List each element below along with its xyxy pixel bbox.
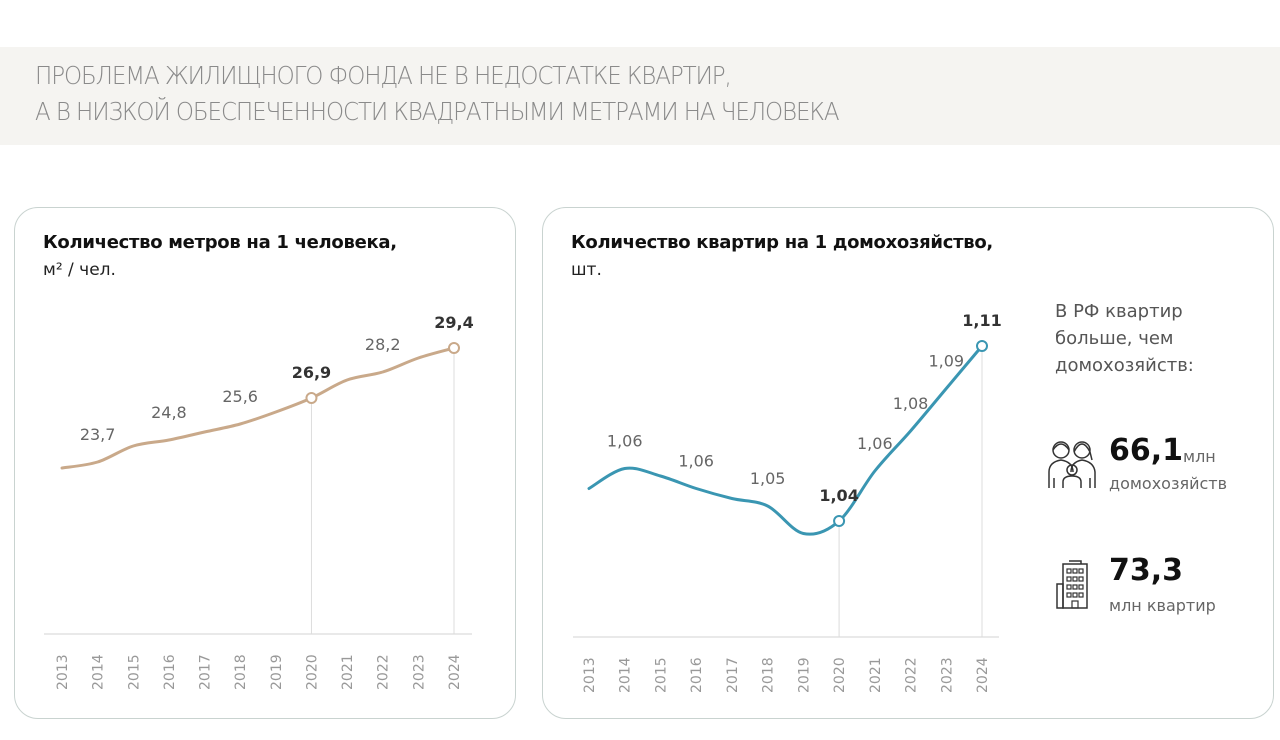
x-tick-label: 2014 xyxy=(91,654,107,690)
x-tick-label: 2018 xyxy=(233,654,249,690)
header-line-1: ПРОБЛЕМА ЖИЛИЩНОГО ФОНДА НЕ В НЕДОСТАТКЕ… xyxy=(35,61,732,90)
series-line xyxy=(60,346,456,470)
flats-value: 73,3 xyxy=(1109,553,1184,588)
data-label-2021: 1,06 xyxy=(857,434,893,453)
header-banner: ПРОБЛЕМА ЖИЛИЩНОГО ФОНДА НЕ В НЕДОСТАТКЕ… xyxy=(0,47,1280,145)
x-tick-label: 2020 xyxy=(304,654,320,690)
households-unit: млн xyxy=(1183,447,1216,466)
highlight-marker-2020 xyxy=(833,515,846,527)
chart-title: Количество метров на 1 человека, xyxy=(43,232,397,253)
data-label-2016: 24,8 xyxy=(151,403,187,422)
households-value: 66,1 xyxy=(1109,433,1184,468)
x-tick-label: 2021 xyxy=(868,657,884,693)
x-tick-label: 2017 xyxy=(725,657,741,693)
data-label-2023: 1,09 xyxy=(928,352,964,371)
data-label-2024: 29,4 xyxy=(434,313,473,332)
x-tick-label: 2019 xyxy=(796,657,812,693)
stats-intro-line: домохозяйств: xyxy=(1055,355,1194,376)
x-tick-label: 2017 xyxy=(198,654,214,690)
data-label-2014: 1,06 xyxy=(607,432,643,451)
highlight-marker-2024 xyxy=(448,342,460,354)
data-label-2022: 28,2 xyxy=(365,335,401,354)
highlight-marker-2024 xyxy=(976,340,988,352)
series-line xyxy=(587,344,984,536)
x-tick-label: 2015 xyxy=(126,654,142,690)
stats-intro-line: больше, чем xyxy=(1055,328,1174,349)
x-tick-label: 2016 xyxy=(689,657,705,693)
x-tick-label: 2024 xyxy=(447,654,463,690)
chart-unit: м² / чел. xyxy=(43,260,116,280)
x-tick-label: 2014 xyxy=(618,657,634,693)
data-label-2016: 1,06 xyxy=(678,452,714,471)
header-line-2: А В НИЗКОЙ ОБЕСПЕЧЕННОСТИ КВАДРАТНЫМИ МЕ… xyxy=(35,97,840,126)
x-tick-label: 2023 xyxy=(411,654,427,690)
chart-unit: шт. xyxy=(571,260,602,280)
x-tick-label: 2022 xyxy=(376,654,392,690)
x-tick-label: 2013 xyxy=(582,657,598,693)
x-tick-label: 2018 xyxy=(761,657,777,693)
chart-meters: 23,7 24,8 25,6 26,9 28,2 29,4 2013 2014 2015 2016… xyxy=(44,313,474,690)
family-icon xyxy=(1048,441,1096,488)
x-tick-label: 2024 xyxy=(975,657,991,693)
data-label-2020: 26,9 xyxy=(292,363,331,382)
stats-intro: В РФ квартир больше, чем домохозяйств: xyxy=(1055,298,1194,379)
x-tick-label: 2023 xyxy=(939,657,955,693)
data-label-2018: 25,6 xyxy=(222,387,258,406)
data-label-2022: 1,08 xyxy=(893,394,929,413)
x-tick-label: 2021 xyxy=(340,654,356,690)
x-tick-label: 2019 xyxy=(269,654,285,690)
chart-title: Количество квартир на 1 домохозяйство, xyxy=(571,232,993,253)
data-label-2014: 23,7 xyxy=(80,425,116,444)
highlight-marker-2020 xyxy=(305,392,318,404)
x-tick-label: 2016 xyxy=(162,654,178,690)
x-tick-label: 2022 xyxy=(904,657,920,693)
flats-label: млн квартир xyxy=(1109,596,1216,615)
stats-intro-line: В РФ квартир xyxy=(1055,301,1183,322)
data-label-2018: 1,05 xyxy=(750,469,786,488)
x-tick-label: 2020 xyxy=(832,657,848,693)
data-label-2024: 1,11 xyxy=(962,311,1001,330)
chart-card-meters: Количество метров на 1 человека, м² / че… xyxy=(14,207,516,719)
x-tick-label: 2013 xyxy=(55,654,71,690)
apartment-building-icon xyxy=(1056,560,1088,609)
chart-card-flats: Количество квартир на 1 домохозяйство, ш… xyxy=(542,207,1274,719)
chart-flats: 1,06 1,06 1,05 1,04 1,06 1,08 1,09 1,11 2013 2014… xyxy=(573,311,1002,693)
x-tick-label: 2015 xyxy=(653,657,669,693)
data-label-2020: 1,04 xyxy=(819,486,858,505)
households-label: домохозяйств xyxy=(1109,474,1228,493)
